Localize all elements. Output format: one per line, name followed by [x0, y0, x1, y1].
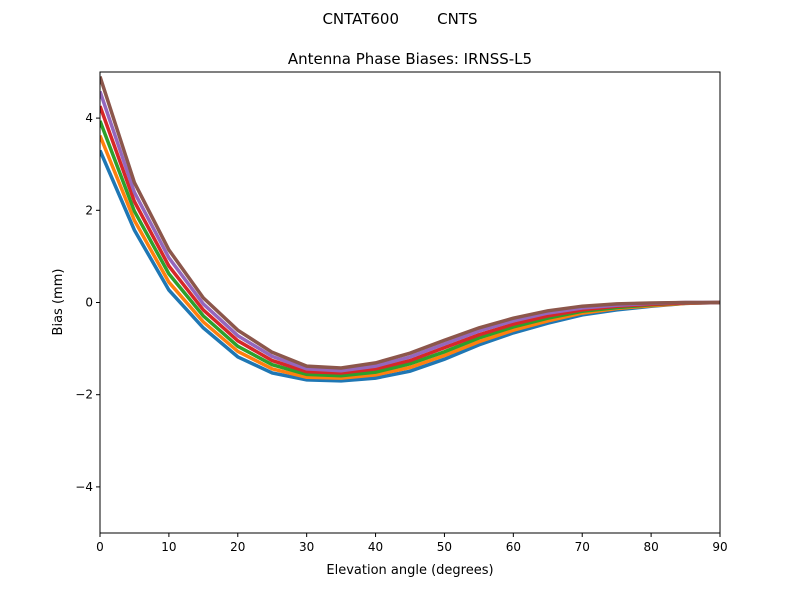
series-line-5	[100, 76, 720, 370]
x-tick-label: 60	[506, 540, 521, 554]
series-lines	[100, 76, 720, 383]
y-tick-label: −2	[75, 388, 93, 402]
y-tick-label: −4	[75, 480, 93, 494]
series-line-1	[100, 134, 720, 380]
x-tick-label: 20	[230, 540, 245, 554]
x-tick-label: 90	[712, 540, 727, 554]
chart-title: Antenna Phase Biases: IRNSS-L5	[288, 50, 532, 68]
y-tick-label: 0	[85, 296, 93, 310]
x-axis: 0 10 20 30 40 50 60 70 80 90	[96, 533, 728, 554]
x-tick-label: 70	[575, 540, 590, 554]
y-axis: −4 −2 0 2 4	[75, 111, 100, 494]
x-tick-label: 10	[161, 540, 176, 554]
x-axis-label: Elevation angle (degrees)	[326, 563, 493, 578]
y-tick-label: 2	[85, 203, 93, 217]
x-tick-label: 0	[96, 540, 104, 554]
series-line-3	[100, 105, 720, 375]
x-tick-label: 40	[368, 540, 383, 554]
x-tick-label: 50	[437, 540, 452, 554]
y-tick-label: 4	[85, 111, 93, 125]
suptitle: CNTAT600 CNTS	[322, 10, 477, 28]
x-tick-label: 30	[299, 540, 314, 554]
series-line-4	[100, 90, 720, 373]
series-line-0	[100, 149, 720, 383]
y-axis-label: Bias (mm)	[51, 269, 66, 336]
x-tick-label: 80	[643, 540, 658, 554]
series-line-2	[100, 120, 720, 378]
